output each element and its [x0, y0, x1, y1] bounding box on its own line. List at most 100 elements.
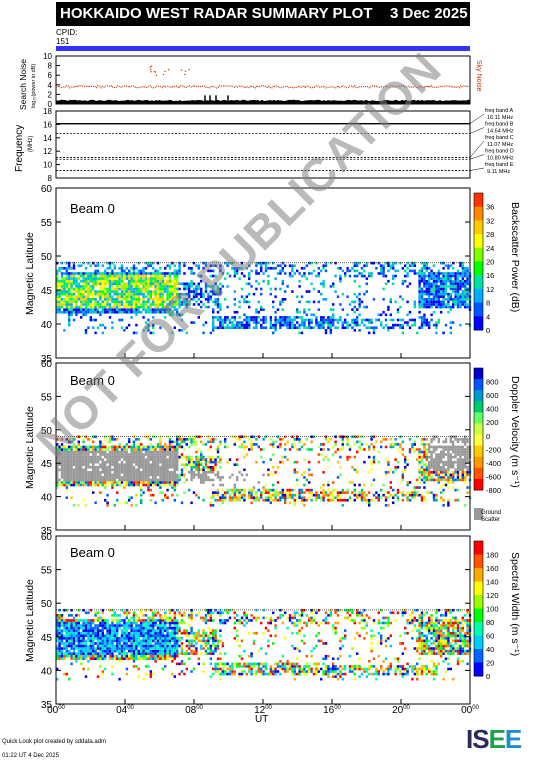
heatmap-cell	[449, 295, 452, 299]
heatmap-cell	[104, 465, 107, 469]
heatmap-cell	[156, 443, 160, 446]
heatmap-cell	[135, 639, 138, 643]
heatmap-cell	[149, 652, 152, 655]
heatmap-cell	[360, 493, 364, 497]
heatmap-cell	[84, 471, 88, 474]
heatmap-cell	[101, 272, 104, 275]
colorbar-frame	[473, 192, 484, 331]
heatmap-cell	[137, 448, 140, 451]
heatmap-cell	[288, 496, 292, 500]
heatmap-cell	[219, 440, 222, 444]
heatmap-cell	[154, 453, 157, 456]
heatmap-cell	[176, 445, 179, 449]
heatmap-cell	[125, 274, 128, 278]
heatmap-cell	[63, 473, 66, 477]
heatmap-cell	[70, 298, 73, 301]
heatmap-cell	[293, 493, 296, 497]
heatmap-cell	[197, 460, 200, 464]
heatmap-cell	[195, 460, 198, 464]
heatmap-cell	[128, 654, 131, 658]
heatmap-cell	[440, 486, 443, 489]
heatmap-cell	[204, 458, 208, 461]
heatmap-cell	[58, 310, 61, 314]
heatmap-cell	[77, 619, 80, 622]
heatmap-cell	[437, 460, 440, 464]
heatmap-cell	[437, 292, 440, 296]
heatmap-cell	[178, 458, 181, 461]
heatmap-cell	[440, 471, 443, 474]
heatmap-cell	[202, 295, 205, 299]
heatmap-cell	[452, 305, 455, 309]
heatmap-cell	[452, 448, 455, 451]
heatmap-cell	[353, 323, 356, 327]
heatmap-cell	[140, 460, 143, 464]
heatmap-cell	[329, 491, 332, 494]
heatmap-cell	[154, 295, 157, 299]
heatmap-cell	[425, 453, 428, 456]
heatmap-cell	[75, 631, 78, 635]
heatmap-cell	[437, 481, 440, 484]
heatmap-cell	[104, 647, 107, 650]
heatmap-cell	[435, 321, 438, 324]
heatmap-cell	[406, 463, 409, 467]
heatmap-cell	[384, 458, 388, 461]
heatmap-cell	[339, 498, 342, 502]
heatmap-cell	[101, 331, 104, 335]
colorbar-segment	[474, 434, 483, 447]
heatmap-cell	[77, 310, 80, 314]
heatmap-cell	[430, 473, 433, 477]
heatmap-cell	[279, 321, 282, 324]
heatmap-cell	[70, 300, 73, 304]
heatmap-cell	[164, 476, 167, 479]
heatmap-cell	[240, 267, 244, 270]
heatmap-cell	[442, 463, 445, 467]
heatmap-cell	[137, 667, 140, 671]
heatmap-cell	[334, 326, 337, 330]
heatmap-cell	[423, 316, 426, 319]
heatmap-cell	[159, 483, 162, 487]
heatmap-cell	[449, 282, 452, 286]
heatmap-cell	[154, 305, 157, 309]
heatmap-cell	[200, 473, 203, 477]
heatmap-cell	[394, 274, 397, 278]
heatmap-cell	[411, 445, 414, 449]
heatmap-cell	[113, 458, 116, 461]
heatmap-cell	[360, 272, 364, 275]
heatmap-cell	[75, 465, 78, 469]
heatmap-cell	[159, 621, 162, 625]
heatmap-cell	[58, 637, 61, 640]
heatmap-cell	[116, 455, 119, 459]
heatmap-cell	[132, 616, 136, 620]
heatmap-cell	[92, 455, 95, 459]
heatmap-cell	[370, 435, 373, 439]
heatmap-cell	[418, 326, 421, 330]
heatmap-cell	[195, 300, 198, 304]
heatmap-cell	[221, 272, 224, 275]
heatmap-cell	[154, 478, 157, 482]
heatmap-cell	[176, 303, 179, 306]
heatmap-cell	[200, 440, 203, 444]
heatmap-cell	[60, 453, 64, 456]
heatmap-cell	[327, 493, 330, 497]
heatmap-cell	[84, 631, 88, 635]
heatmap-cell	[89, 642, 92, 645]
heatmap-cell	[260, 264, 263, 268]
heatmap-cell	[130, 481, 133, 484]
heatmap-ytick-label: 50	[41, 252, 53, 263]
heatmap-cell	[99, 652, 102, 655]
heatmap-cell	[166, 616, 169, 620]
heatmap-cell	[384, 318, 388, 322]
heatmap-cell	[87, 637, 90, 640]
heatmap-cell	[130, 634, 133, 638]
heatmap-cell	[240, 493, 244, 497]
heatmap-cell	[159, 644, 162, 648]
heatmap-cell	[286, 285, 289, 288]
heatmap-cell	[60, 455, 64, 459]
heatmap-cell	[56, 438, 59, 441]
heatmap-cell	[87, 279, 90, 283]
heatmap-cell	[418, 290, 421, 293]
heatmap-cell	[104, 649, 107, 653]
heatmap-cell	[130, 308, 133, 311]
heatmap-cell	[113, 611, 116, 615]
heatmap-cell	[56, 460, 59, 464]
